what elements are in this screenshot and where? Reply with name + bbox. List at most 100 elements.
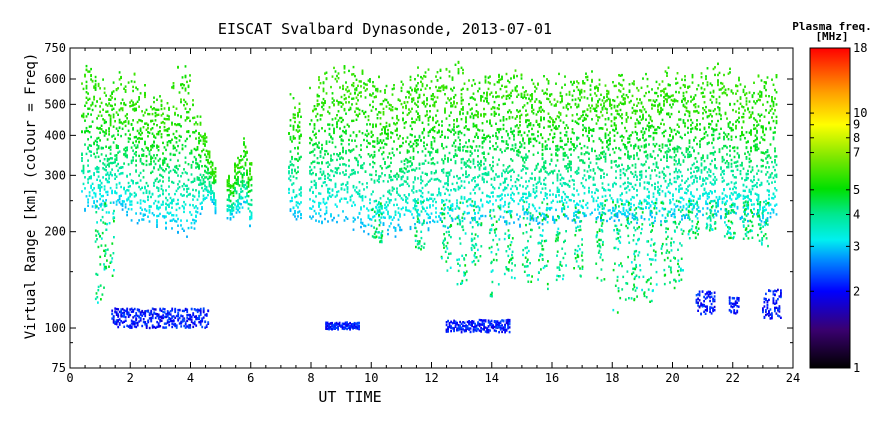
f-region-echo xyxy=(210,165,212,169)
f-region-echo xyxy=(126,148,128,152)
f-region-echo xyxy=(214,199,217,202)
f-region-echo xyxy=(499,148,502,151)
f-region-echo xyxy=(420,139,422,142)
f-region-echo xyxy=(340,105,343,108)
f-region-echo xyxy=(432,128,434,132)
f-region-echo xyxy=(81,169,83,173)
f-region-echo xyxy=(358,80,361,83)
f-region-echo xyxy=(232,206,235,209)
f-region-echo xyxy=(646,124,649,127)
f-region-echo xyxy=(448,75,451,78)
f-region-echo xyxy=(100,124,103,127)
f-region-echo xyxy=(643,200,646,203)
f-region-echo xyxy=(582,124,584,127)
f-region-echo xyxy=(414,78,416,81)
f-region-echo xyxy=(292,124,295,128)
f-region-echo xyxy=(537,181,539,184)
f-region-echo xyxy=(514,146,517,149)
f-region-echo xyxy=(409,133,412,136)
f-region-echo xyxy=(250,189,253,192)
f-region-echo xyxy=(661,118,664,122)
f-region-echo xyxy=(534,191,536,195)
f-region-echo xyxy=(313,209,316,213)
f-region-echo xyxy=(372,81,374,84)
f-region-echo xyxy=(492,191,494,194)
f-region-echo xyxy=(213,176,215,179)
f-region-echo xyxy=(141,186,143,189)
f-region-echo xyxy=(633,187,635,190)
f-region-echo xyxy=(372,160,374,164)
f-region-echo xyxy=(198,183,200,186)
f-region-echo xyxy=(124,155,127,158)
f-region-echo xyxy=(510,77,512,80)
f-region-echo xyxy=(291,157,293,161)
f-region-echo xyxy=(336,167,338,170)
f-region-echo xyxy=(511,147,514,151)
f-region-echo xyxy=(513,74,515,77)
f-region-echo xyxy=(528,140,530,143)
f-region-echo xyxy=(645,199,647,202)
f-region-echo xyxy=(84,176,86,179)
f-region-echo xyxy=(544,214,547,217)
f-region-echo xyxy=(550,159,553,162)
f-region-echo xyxy=(163,107,166,110)
f-region-echo xyxy=(201,165,203,168)
f-region-echo xyxy=(589,84,592,87)
f-region-echo xyxy=(355,87,358,90)
f-region-echo xyxy=(427,131,430,134)
f-region-echo xyxy=(153,181,155,185)
f-region-echo xyxy=(627,164,629,168)
f-region-echo xyxy=(186,190,188,193)
f-region-echo xyxy=(549,193,551,197)
f-region-echo xyxy=(505,118,508,121)
f-region-echo xyxy=(447,158,449,161)
f-region-echo xyxy=(195,215,197,218)
f-region-echo xyxy=(310,207,313,210)
f-region-echo xyxy=(91,196,94,199)
f-region-echo xyxy=(133,144,136,147)
f-region-echo xyxy=(126,210,128,214)
f-region-echo xyxy=(445,68,448,71)
f-region-echo xyxy=(636,97,638,101)
f-region-echo xyxy=(381,128,383,131)
f-region-echo xyxy=(577,105,580,108)
f-region-echo xyxy=(342,163,344,166)
f-region-echo xyxy=(93,95,95,99)
f-region-echo xyxy=(517,93,520,96)
f-region-echo xyxy=(348,101,350,104)
f-region-echo xyxy=(600,127,602,130)
f-region-echo xyxy=(507,193,509,196)
f-region-echo xyxy=(585,129,587,133)
f-region-echo xyxy=(544,166,547,170)
f-region-echo xyxy=(430,151,433,154)
f-region-echo xyxy=(447,128,449,131)
f-region-echo xyxy=(573,179,575,182)
f-region-echo xyxy=(394,129,397,132)
f-region-echo xyxy=(145,181,148,185)
f-region-echo xyxy=(202,139,205,142)
f-region-echo xyxy=(387,212,389,216)
f-region-echo xyxy=(436,79,439,82)
f-region-echo xyxy=(207,159,209,162)
f-region-echo xyxy=(202,199,205,202)
f-region-echo xyxy=(681,151,683,155)
f-region-echo xyxy=(516,150,518,153)
f-region-echo xyxy=(438,190,440,193)
f-region-echo xyxy=(384,91,386,94)
f-region-echo xyxy=(316,119,319,122)
f-region-echo xyxy=(198,178,200,181)
f-region-echo xyxy=(192,99,194,102)
f-region-echo xyxy=(480,113,482,116)
f-region-echo xyxy=(612,206,614,210)
f-region-echo xyxy=(115,154,118,157)
f-region-echo xyxy=(195,137,197,140)
f-region-echo xyxy=(468,103,470,106)
f-region-echo xyxy=(501,75,503,78)
f-region-echo xyxy=(106,190,109,194)
f-region-echo xyxy=(472,140,475,143)
f-region-echo xyxy=(565,195,568,198)
f-region-echo xyxy=(205,189,208,192)
f-region-echo xyxy=(492,106,494,109)
f-region-echo xyxy=(228,204,230,207)
f-region-echo xyxy=(333,99,335,102)
